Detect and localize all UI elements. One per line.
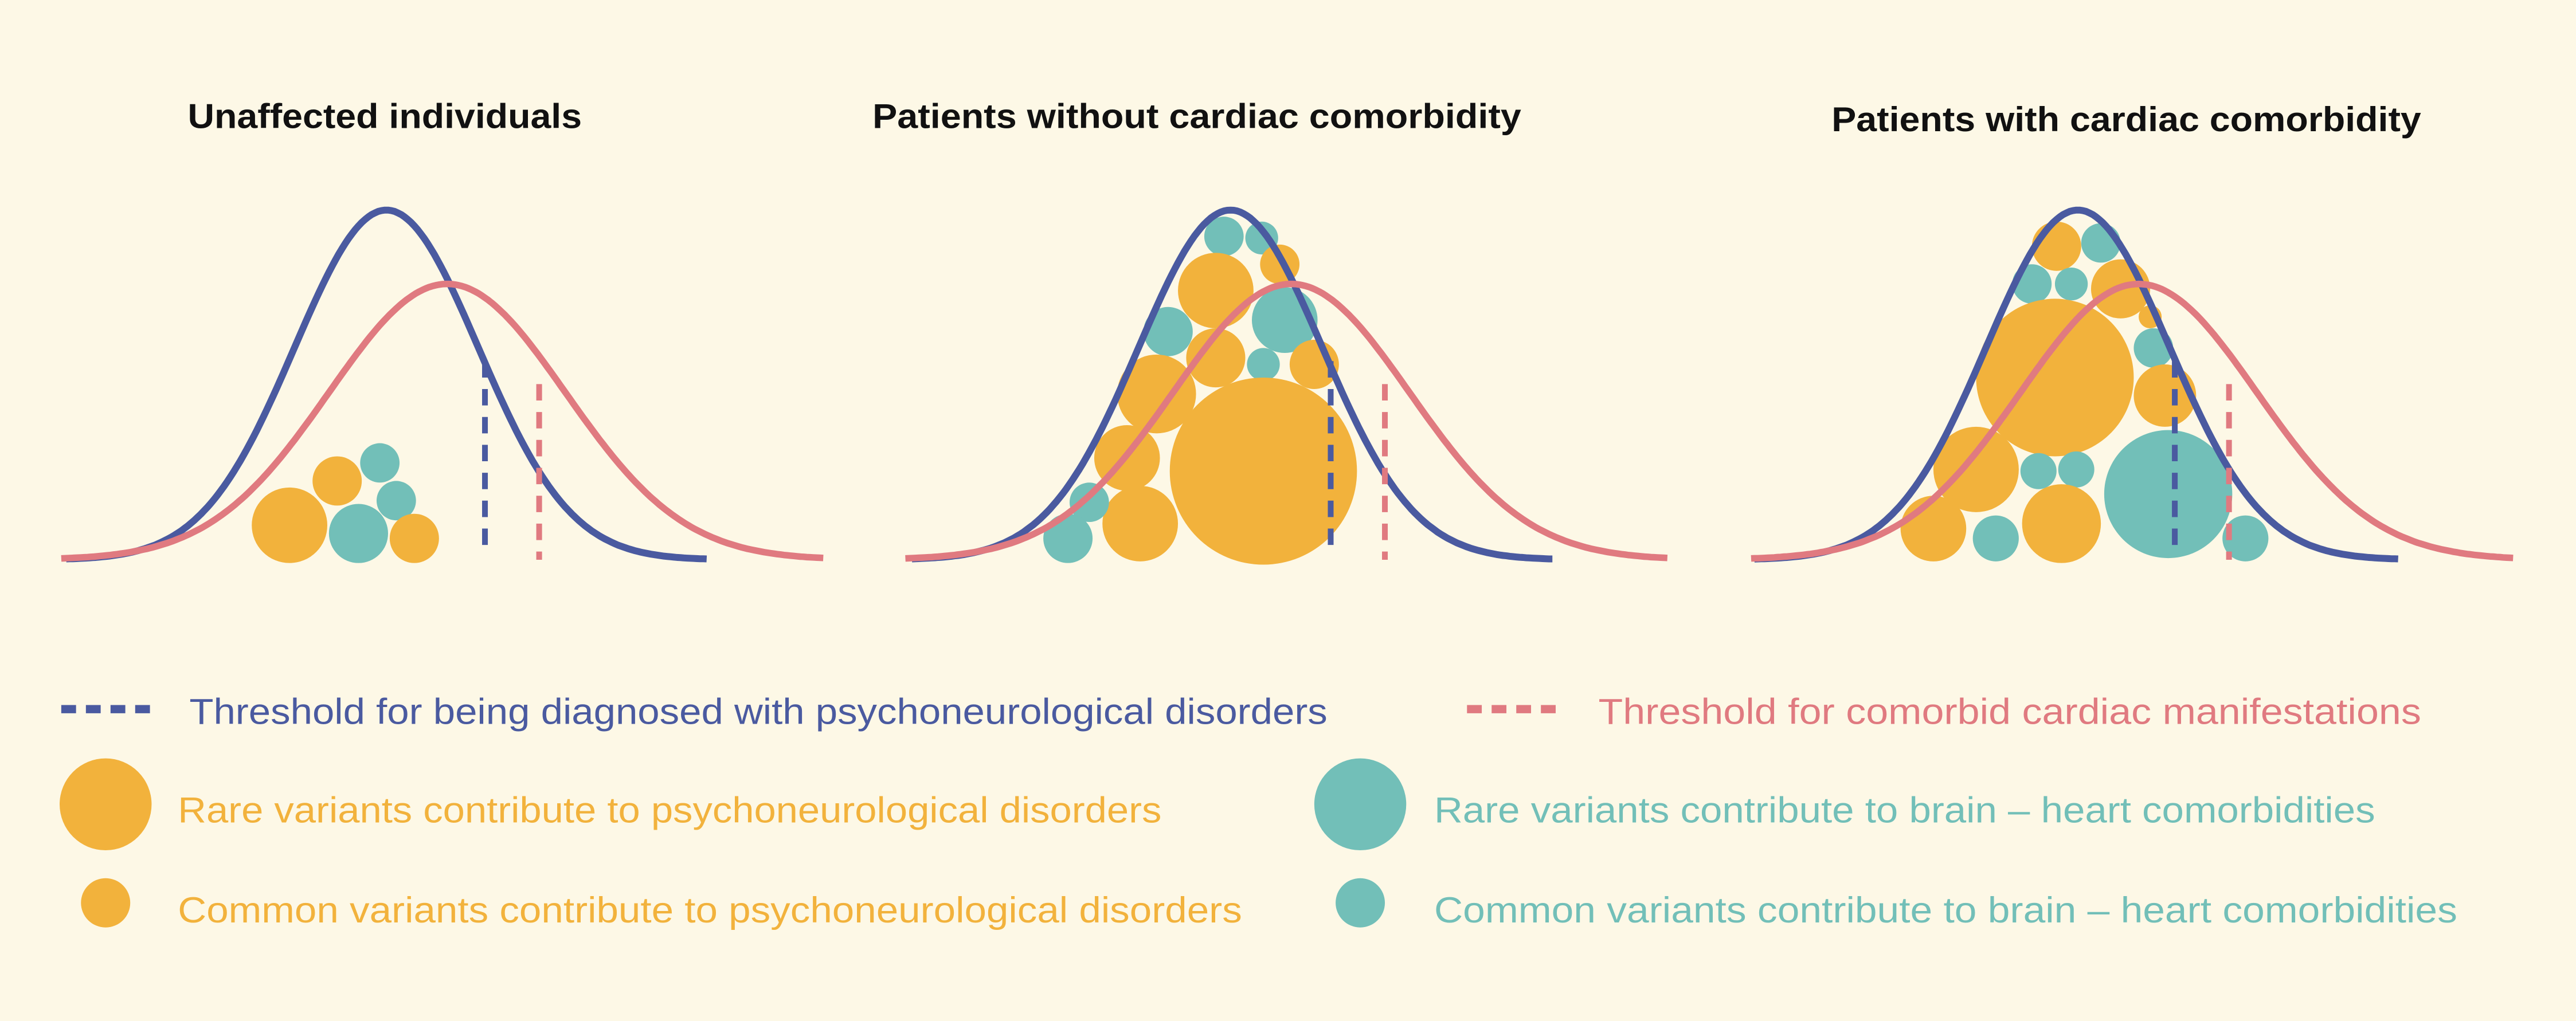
brain-heart-variant-circle	[1247, 348, 1280, 381]
psychoneurological-variant-circle	[2133, 364, 2197, 427]
psychoneurological-variant-circle	[1976, 299, 2134, 457]
brain-heart-variant-circle	[2054, 267, 2088, 301]
panel-title-unaffected: Unaffected individuals	[187, 97, 582, 135]
psychoneurological-variant-circle	[1900, 496, 1967, 561]
legend-large-teal-circle-icon	[1314, 758, 1407, 851]
psychoneurological-variant-circle	[1117, 354, 1196, 434]
psychoneurological-variant-circle	[1178, 253, 1254, 328]
legend-common-psychoneurological: Common variants contribute to psychoneur…	[178, 890, 1242, 930]
brain-heart-variant-circle	[1204, 217, 1244, 256]
brain-heart-variant-circle	[328, 504, 389, 563]
brain-heart-variant-circle	[360, 443, 400, 483]
psychoneurological-variant-circle	[1933, 426, 2019, 512]
legend-large-orange-circle-icon	[60, 758, 152, 851]
brain-heart-variant-circle	[1069, 482, 1109, 523]
legend-small-teal-circle-icon	[1336, 878, 1385, 928]
legend: Threshold for being diagnosed with psych…	[60, 692, 2457, 930]
psychoneurological-distribution-curve	[911, 206, 1553, 563]
psychoneurological-variant-circle	[1186, 328, 1246, 388]
psychoneurological-variant-circle	[2022, 484, 2101, 563]
legend-rare-psychoneurological: Rare variants contribute to psychoneurol…	[178, 790, 1161, 830]
legend-small-orange-circle-icon	[81, 878, 131, 928]
brain-heart-variant-circle	[1972, 515, 2019, 561]
panel-2	[905, 206, 1668, 565]
legend-threshold-cardiac: Threshold for comorbid cardiac manifesta…	[1598, 692, 2421, 732]
psychoneurological-variant-circle	[1169, 377, 1357, 565]
brain-heart-variant-circle	[2020, 453, 2057, 489]
cardiac-distribution-curve	[1751, 280, 2514, 562]
legend-threshold-psychoneurological: Threshold for being diagnosed with psych…	[189, 692, 1327, 732]
brain-heart-variant-circle	[2104, 430, 2233, 559]
legend-rare-brain-heart: Rare variants contribute to brain – hear…	[1434, 790, 2375, 830]
brain-heart-variant-circle	[2222, 515, 2269, 561]
brain-heart-variant-circle	[1143, 307, 1193, 356]
psychoneurological-variant-circle	[312, 456, 362, 506]
panel-3	[1751, 206, 2514, 563]
psychoneurological-variant-circle	[1102, 486, 1179, 561]
brain-heart-variant-circle	[1043, 513, 1093, 563]
legend-common-brain-heart: Common variants contribute to brain – he…	[1434, 890, 2457, 930]
brain-heart-variant-circle	[2058, 451, 2095, 488]
distribution-panels	[61, 206, 2514, 565]
psychoneurological-variant-circle	[389, 513, 439, 563]
psychoneurological-distribution-curve	[66, 206, 707, 563]
brain-heart-variant-circle	[376, 481, 416, 521]
panel-title-without-cardiac: Patients without cardiac comorbidity	[872, 97, 1521, 135]
cardiac-distribution-curve	[61, 280, 824, 562]
panel-1	[61, 206, 824, 563]
psychoneurological-variant-circle	[252, 487, 328, 563]
panel-title-with-cardiac: Patients with cardiac comorbidity	[1831, 100, 2421, 139]
psychoneurological-variant-circle	[2031, 221, 2081, 271]
cardiac-distribution-curve	[905, 280, 1668, 562]
psychoneurological-distribution-curve	[1754, 206, 2399, 563]
